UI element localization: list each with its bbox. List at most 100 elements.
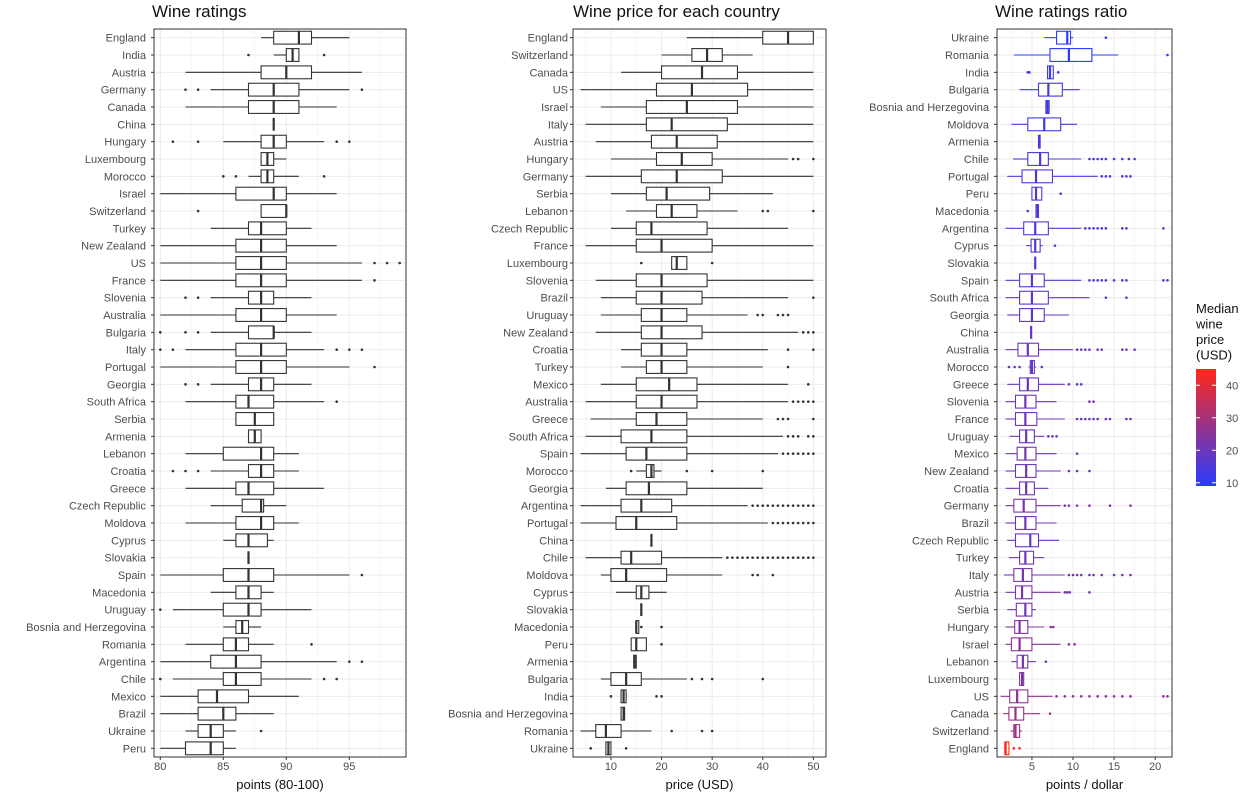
- box-cyprus: [1026, 238, 1057, 253]
- outlier-point: [796, 435, 800, 438]
- y-tick-label: Armenia: [948, 137, 990, 149]
- x-tick-label: 10: [1067, 761, 1079, 773]
- box-iqr: [184, 741, 224, 756]
- outlier-point: [1084, 348, 1087, 351]
- box-chile: [585, 550, 815, 565]
- box-luxembourg: [640, 256, 714, 270]
- outlier-point: [1127, 157, 1131, 161]
- box-iqr: [660, 65, 738, 80]
- outlier-point: [1125, 348, 1128, 351]
- box-iqr: [635, 377, 698, 392]
- outlier-point: [1104, 695, 1108, 698]
- y-tick-label: France: [955, 414, 989, 426]
- box-iqr: [625, 481, 688, 496]
- outlier-point: [335, 400, 339, 403]
- outlier-point: [1120, 279, 1124, 282]
- outlier-point: [259, 729, 263, 733]
- outlier-point: [1112, 279, 1116, 282]
- box-germany: [184, 82, 364, 97]
- outlier-point: [360, 573, 364, 577]
- box-australia: [160, 308, 337, 322]
- y-tick-label: Bosnia and Herzegovina: [26, 622, 147, 634]
- legend-tick-label: 40: [1226, 380, 1238, 392]
- box-israel: [600, 100, 814, 114]
- box-armenia: [247, 429, 262, 444]
- box-iqr: [635, 394, 698, 409]
- box-iqr: [1056, 30, 1072, 45]
- outlier-point: [322, 677, 326, 681]
- y-tick-label: Morocco: [526, 466, 568, 478]
- outlier-point: [1055, 695, 1058, 698]
- box-mexico: [600, 377, 810, 392]
- outlier-point: [1133, 348, 1136, 351]
- outlier-point: [159, 677, 162, 681]
- y-tick-label: Macedonia: [514, 622, 569, 634]
- box-iqr: [655, 204, 698, 218]
- y-tick-label: Moldova: [947, 119, 989, 131]
- y-tick-label: India: [122, 50, 147, 62]
- box-iqr: [1037, 82, 1063, 97]
- x-tick-label: 95: [343, 761, 355, 773]
- box-iqr: [235, 394, 275, 409]
- y-tick-label: Ukraine: [530, 743, 568, 755]
- outlier-point: [1088, 469, 1091, 473]
- box-bosnia-and-herzegovina: [223, 620, 262, 634]
- x-tick-label: 30: [706, 761, 718, 773]
- outlier-point: [1092, 400, 1095, 403]
- outlier-point: [806, 504, 810, 507]
- y-tick-label: Macedonia: [935, 206, 990, 218]
- outlier-point: [1162, 695, 1165, 698]
- box-slovenia: [1005, 394, 1095, 409]
- outlier-point: [1067, 573, 1071, 577]
- y-tick-label: Uruguay: [947, 431, 989, 443]
- y-tick-label: Turkey: [956, 553, 990, 565]
- outlier-point: [791, 435, 795, 438]
- box-georgia: [605, 481, 763, 496]
- outlier-point: [1075, 452, 1079, 455]
- y-tick-label: Cyprus: [533, 587, 568, 599]
- outlier-point: [1120, 157, 1124, 161]
- box-luxembourg: [260, 152, 287, 166]
- box-moldova: [600, 568, 775, 582]
- outlier-point: [756, 504, 759, 507]
- box-uruguay: [159, 602, 312, 617]
- outlier-point: [196, 140, 200, 143]
- box-switzerland: [661, 48, 753, 62]
- outlier-point: [812, 504, 815, 507]
- x-tick-label: 10: [605, 761, 617, 773]
- y-tick-label: Germany: [101, 85, 147, 97]
- outlier-point: [1096, 348, 1099, 351]
- y-tick-label: Lebanon: [525, 206, 568, 218]
- plot-background: [573, 29, 826, 757]
- box-romania: [185, 637, 313, 652]
- box-romania: [580, 724, 714, 738]
- box-iqr: [1019, 290, 1049, 305]
- outlier-point: [1129, 417, 1132, 421]
- box-brazil: [600, 290, 815, 305]
- y-tick-label: Germany: [944, 501, 990, 513]
- outlier-point: [776, 313, 780, 317]
- plot-background: [997, 29, 1172, 757]
- outlier-point: [796, 521, 800, 525]
- outlier-point: [771, 521, 775, 525]
- box-iqr: [645, 100, 738, 114]
- outlier-point: [801, 521, 805, 525]
- y-tick-label: South Africa: [87, 397, 147, 409]
- box-us: [580, 82, 814, 97]
- box-slovenia: [595, 273, 814, 288]
- y-tick-label: Austria: [534, 137, 569, 149]
- box-brazil: [1005, 516, 1057, 530]
- box-italy: [1003, 568, 1132, 582]
- y-tick-label: Canada: [107, 102, 146, 114]
- outlier-point: [786, 313, 790, 317]
- outlier-point: [806, 435, 810, 438]
- y-tick-label: New Zealand: [503, 327, 568, 339]
- y-tick-label: New Zealand: [81, 241, 146, 253]
- box-iqr: [620, 498, 673, 513]
- y-tick-label: Bulgaria: [528, 674, 569, 686]
- panel-wine-ratings: Wine ratings England India Austria Germany Ca…: [26, 2, 407, 792]
- box-mexico: [160, 689, 299, 704]
- outlier-point: [1104, 175, 1108, 178]
- y-tick-label: Germany: [523, 171, 569, 183]
- box-new-zealand: [160, 238, 337, 253]
